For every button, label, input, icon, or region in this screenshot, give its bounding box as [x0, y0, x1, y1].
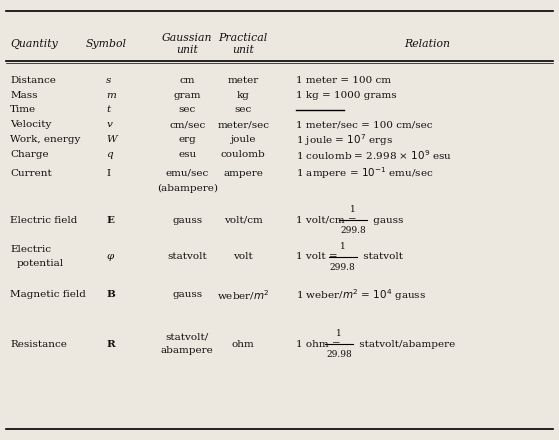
Text: esu: esu: [178, 150, 196, 159]
Text: Electric field: Electric field: [10, 216, 78, 224]
Text: meter: meter: [228, 76, 259, 84]
Text: E: E: [106, 216, 114, 224]
Text: statvolt: statvolt: [359, 253, 402, 261]
Text: volt/cm: volt/cm: [224, 216, 263, 224]
Text: 1 weber/$m^2$ = $10^4$ gauss: 1 weber/$m^2$ = $10^4$ gauss: [296, 287, 427, 303]
Text: ohm: ohm: [232, 340, 254, 348]
Text: 1: 1: [350, 205, 356, 214]
Text: 29.98: 29.98: [326, 350, 352, 359]
Text: statvolt/abampere: statvolt/abampere: [356, 340, 456, 348]
Text: Charge: Charge: [10, 150, 49, 159]
Text: q: q: [106, 150, 113, 159]
Text: statvolt: statvolt: [167, 253, 207, 261]
Text: Mass: Mass: [10, 91, 37, 99]
Text: Current: Current: [10, 169, 52, 178]
Text: gauss: gauss: [370, 216, 404, 224]
Text: φ: φ: [106, 253, 113, 261]
Text: R: R: [106, 340, 115, 348]
Text: 1: 1: [340, 242, 345, 251]
Text: abampere: abampere: [161, 346, 214, 355]
Text: I: I: [106, 169, 110, 178]
Text: Velocity: Velocity: [10, 121, 51, 129]
Text: Work, energy: Work, energy: [10, 136, 80, 144]
Text: Practical
unit: Practical unit: [219, 33, 268, 55]
Text: Electric: Electric: [10, 246, 51, 254]
Text: Relation: Relation: [405, 39, 451, 49]
Text: m: m: [106, 91, 116, 99]
Text: Symbol: Symbol: [86, 39, 127, 49]
Text: sec: sec: [179, 106, 196, 114]
Text: gauss: gauss: [172, 216, 202, 224]
Text: cm/sec: cm/sec: [169, 121, 205, 129]
Text: gram: gram: [173, 91, 201, 99]
Text: Distance: Distance: [10, 76, 56, 84]
Text: emu/sec: emu/sec: [165, 169, 209, 178]
Text: gauss: gauss: [172, 290, 202, 299]
Text: 1 joule = $10^7$ ergs: 1 joule = $10^7$ ergs: [296, 132, 393, 148]
Text: ampere: ampere: [223, 169, 263, 178]
Text: B: B: [106, 290, 115, 299]
Text: Magnetic field: Magnetic field: [10, 290, 86, 299]
Text: 1 ampere = $10^{-1}$ emu/sec: 1 ampere = $10^{-1}$ emu/sec: [296, 165, 434, 181]
Text: v: v: [106, 121, 112, 129]
Text: (abampere): (abampere): [157, 184, 218, 193]
Text: Resistance: Resistance: [10, 340, 67, 348]
Text: 1 coulomb = 2.998 × $10^9$ esu: 1 coulomb = 2.998 × $10^9$ esu: [296, 148, 452, 162]
Text: joule: joule: [230, 136, 256, 144]
Text: 1 volt =: 1 volt =: [296, 253, 341, 261]
Text: s: s: [106, 76, 112, 84]
Text: cm: cm: [179, 76, 195, 84]
Text: coulomb: coulomb: [221, 150, 266, 159]
Text: 1 ohm =: 1 ohm =: [296, 340, 344, 348]
Text: 1 kg = 1000 grams: 1 kg = 1000 grams: [296, 91, 397, 99]
Text: 299.8: 299.8: [330, 263, 356, 272]
Text: 299.8: 299.8: [340, 226, 366, 235]
Text: 1 meter/sec = 100 cm/sec: 1 meter/sec = 100 cm/sec: [296, 121, 433, 129]
Text: Gaussian
unit: Gaussian unit: [162, 33, 212, 55]
Text: erg: erg: [178, 136, 196, 144]
Text: statvolt/: statvolt/: [165, 333, 209, 342]
Text: Time: Time: [10, 106, 36, 114]
Text: Quantity: Quantity: [10, 39, 58, 49]
Text: volt: volt: [233, 253, 253, 261]
Text: W: W: [106, 136, 117, 144]
Text: potential: potential: [17, 260, 64, 268]
Text: weber/$m^2$: weber/$m^2$: [217, 288, 269, 302]
Text: 1: 1: [337, 329, 342, 338]
Text: sec: sec: [235, 106, 252, 114]
Text: t: t: [106, 106, 110, 114]
Text: kg: kg: [236, 91, 250, 99]
Text: meter/sec: meter/sec: [217, 121, 269, 129]
Text: 1 meter = 100 cm: 1 meter = 100 cm: [296, 76, 391, 84]
Text: 1 volt/cm =: 1 volt/cm =: [296, 216, 360, 224]
